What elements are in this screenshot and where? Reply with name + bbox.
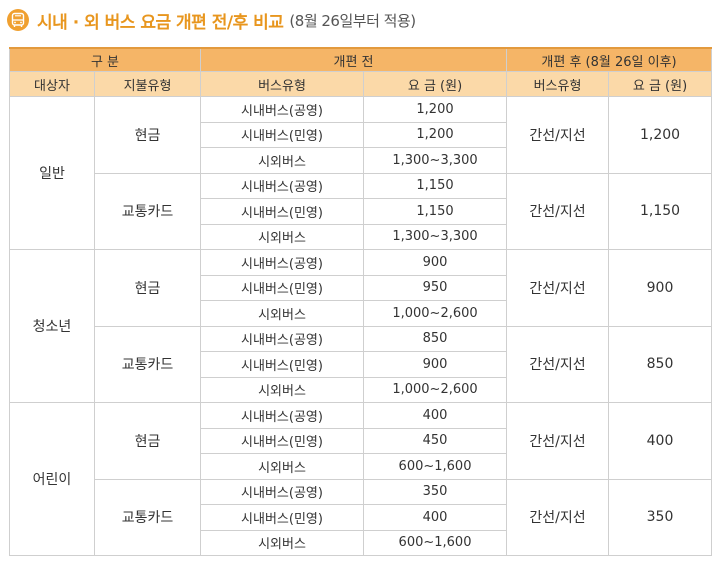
bus-type-cell: 시외버스 — [200, 223, 364, 250]
page-title: 시내 · 외 버스 요금 개편 전/후 비교 — [37, 12, 284, 33]
bus-type-cell: 시외버스 — [200, 300, 364, 327]
bus-type-cell: 시내버스(민영) — [200, 274, 364, 301]
table-row: 시외버스 1,300~3,300 — [10, 223, 712, 250]
table-row: 교통카드 시내버스(공영) 850 간선/지선 850 — [10, 325, 713, 403]
bus-type-cell: 시내버스(공영) — [200, 96, 364, 123]
fare-cell: 950 — [362, 274, 508, 301]
after-bus-type-cell: 간선/지선 — [506, 402, 610, 480]
after-bus-type-cell: 간선/지선 — [506, 325, 610, 403]
payment-cell: 현금 — [94, 402, 201, 480]
fare-cell: 900 — [362, 249, 508, 276]
fare-cell: 1,200 — [362, 121, 508, 148]
payment-cell: 현금 — [94, 96, 201, 174]
fare-cell: 600~1,600 — [362, 453, 508, 480]
fare-cell: 1,200 — [362, 96, 508, 123]
header-payment: 지불유형 — [94, 71, 201, 97]
after-bus-type-cell: 간선/지선 — [506, 96, 610, 174]
fare-cell: 1,150 — [362, 198, 508, 225]
after-fare-cell: 400 — [608, 402, 713, 480]
header-bus-type-after: 버스유형 — [506, 71, 610, 97]
table-row: 어린이 현금 시내버스(공영) 400 간선/지선 400 — [9, 402, 713, 556]
bus-type-cell: 시내버스(민영) — [200, 121, 364, 148]
table-row: 시외버스 600~1,600 — [10, 453, 712, 480]
header-fare-before: 요 금 (원) — [362, 71, 508, 97]
table-row: 시외버스 600~1,600 — [10, 529, 712, 556]
bus-type-cell: 시외버스 — [200, 376, 364, 403]
bus-type-cell: 시외버스 — [200, 453, 364, 480]
after-bus-type-cell: 간선/지선 — [506, 172, 610, 250]
fare-cell: 1,300~3,300 — [362, 147, 508, 174]
header-row-top: 구 분 개편 전 개편 후 (8월 26일 이후) — [9, 47, 713, 72]
bus-type-cell: 시내버스(공영) — [200, 325, 364, 352]
fare-cell: 400 — [362, 402, 508, 429]
header-fare-after: 요 금 (원) — [608, 71, 713, 97]
fare-cell: 850 — [362, 325, 508, 352]
fare-cell: 600~1,600 — [362, 529, 508, 556]
header-before: 개편 전 — [199, 47, 508, 72]
header-after: 개편 후 (8월 26일 이후) — [506, 47, 713, 72]
fare-cell: 350 — [362, 478, 508, 505]
header-target: 대상자 — [9, 71, 95, 97]
bus-type-cell: 시내버스(민영) — [200, 198, 364, 225]
bus-type-cell: 시내버스(민영) — [200, 427, 364, 454]
after-fare-cell: 1,150 — [608, 172, 713, 250]
after-fare-cell: 850 — [608, 325, 713, 403]
after-bus-type-cell: 간선/지선 — [506, 249, 610, 327]
after-fare-cell: 900 — [608, 249, 713, 327]
page-subtitle: (8월 26일부터 적용) — [289, 11, 416, 30]
bus-type-cell: 시내버스(민영) — [200, 351, 364, 378]
table-row: 시내버스(민영) 950 — [10, 274, 712, 301]
bus-type-cell: 시외버스 — [200, 147, 364, 174]
header-row-sub: 대상자 지불유형 버스유형 요 금 (원) 버스유형 요 금 (원) — [9, 71, 713, 97]
table-row: 시외버스 1,000~2,600 — [10, 300, 712, 327]
bus-icon — [7, 9, 29, 31]
after-bus-type-cell: 간선/지선 — [506, 478, 610, 556]
bus-type-cell: 시내버스(공영) — [200, 172, 364, 199]
fare-cell: 900 — [362, 351, 508, 378]
fare-cell: 1,300~3,300 — [362, 223, 508, 250]
table-row: 시내버스(민영) 900 — [10, 351, 712, 378]
title-bar: 시내 · 외 버스 요금 개편 전/후 비교 (8월 26일부터 적용) — [0, 0, 720, 40]
header-category: 구 분 — [9, 47, 201, 72]
table-row: 시내버스(민영) 450 — [10, 427, 712, 454]
bus-type-cell: 시내버스(공영) — [200, 402, 364, 429]
bus-type-cell: 시내버스(민영) — [200, 504, 364, 531]
payment-cell: 교통카드 — [94, 172, 201, 250]
table-row: 교통카드 시내버스(공영) 350 간선/지선 350 — [10, 478, 713, 556]
table-row: 청소년 현금 시내버스(공영) 900 간선/지선 900 — [9, 249, 713, 403]
fare-cell: 1,150 — [362, 172, 508, 199]
fare-cell: 450 — [362, 427, 508, 454]
target-cell: 일반 — [9, 96, 95, 250]
table-row: 교통카드 시내버스(공영) 1,150 간선/지선 1,150 — [10, 172, 713, 250]
table-row: 시외버스 1,300~3,300 — [10, 147, 712, 174]
payment-cell: 현금 — [94, 249, 201, 327]
payment-cell: 교통카드 — [94, 478, 201, 556]
bus-type-cell: 시내버스(공영) — [200, 478, 364, 505]
after-fare-cell: 350 — [608, 478, 713, 556]
bus-type-cell: 시내버스(공영) — [200, 249, 364, 276]
fare-comparison-table: 구 분 개편 전 개편 후 (8월 26일 이후) 대상자 지불유형 버스유형 … — [9, 47, 713, 556]
header-bus-type-before: 버스유형 — [200, 71, 364, 97]
fare-cell: 1,000~2,600 — [362, 376, 508, 403]
fare-cell: 400 — [362, 504, 508, 531]
fare-cell: 1,000~2,600 — [362, 300, 508, 327]
bus-type-cell: 시외버스 — [200, 529, 364, 556]
table-row: 일반 현금 시내버스(공영) 1,200 간선/지선 1,200 — [9, 96, 713, 250]
after-fare-cell: 1,200 — [608, 96, 713, 174]
payment-cell: 교통카드 — [94, 325, 201, 403]
target-cell: 어린이 — [9, 402, 95, 556]
target-cell: 청소년 — [9, 249, 95, 403]
